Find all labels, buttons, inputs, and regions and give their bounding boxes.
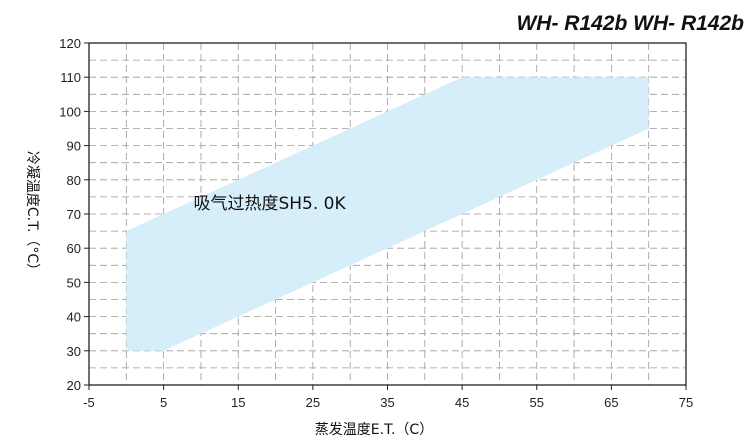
y-tick-label: 90	[67, 139, 81, 154]
x-axis-label: 蒸发温度E.T.（C）	[315, 422, 433, 438]
operating-envelope-region	[126, 77, 649, 351]
y-tick-label: 60	[67, 241, 81, 256]
x-tick-label: 5	[160, 395, 167, 410]
y-tick-label: 40	[67, 310, 81, 325]
y-axis-label: 冷凝温度C.T.（°C）	[24, 151, 40, 277]
x-tick-label: -5	[83, 395, 95, 410]
x-tick-label: 75	[679, 395, 693, 410]
x-tick-label: 35	[380, 395, 394, 410]
y-axis: 20 30 40 50 60 70 80 90 100 110 120	[59, 36, 89, 393]
chart-title: WH- R142b WH- R142b	[516, 12, 744, 35]
x-tick-label: 15	[231, 395, 245, 410]
x-axis: -5 5 15 25 35 45 55 65 75	[83, 385, 693, 410]
y-tick-label: 110	[60, 70, 81, 85]
x-tick-label: 65	[604, 395, 618, 410]
y-tick-label: 30	[67, 344, 81, 359]
x-tick-label: 25	[306, 395, 320, 410]
x-tick-label: 55	[530, 395, 544, 410]
x-tick-label: 45	[455, 395, 469, 410]
y-tick-label: 80	[67, 173, 81, 188]
y-tick-label: 50	[67, 275, 81, 290]
y-tick-label: 100	[59, 104, 81, 119]
y-tick-label: 120	[59, 36, 81, 51]
region-annotation: 吸气过热度SH5. 0K	[193, 194, 346, 214]
y-tick-label: 20	[67, 378, 81, 393]
envelope-region-group	[126, 77, 649, 351]
y-tick-label: 70	[67, 207, 81, 222]
